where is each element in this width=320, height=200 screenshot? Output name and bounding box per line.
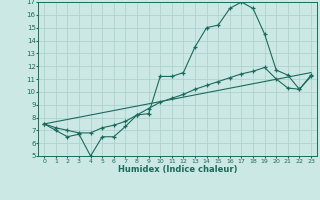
X-axis label: Humidex (Indice chaleur): Humidex (Indice chaleur) (118, 165, 237, 174)
